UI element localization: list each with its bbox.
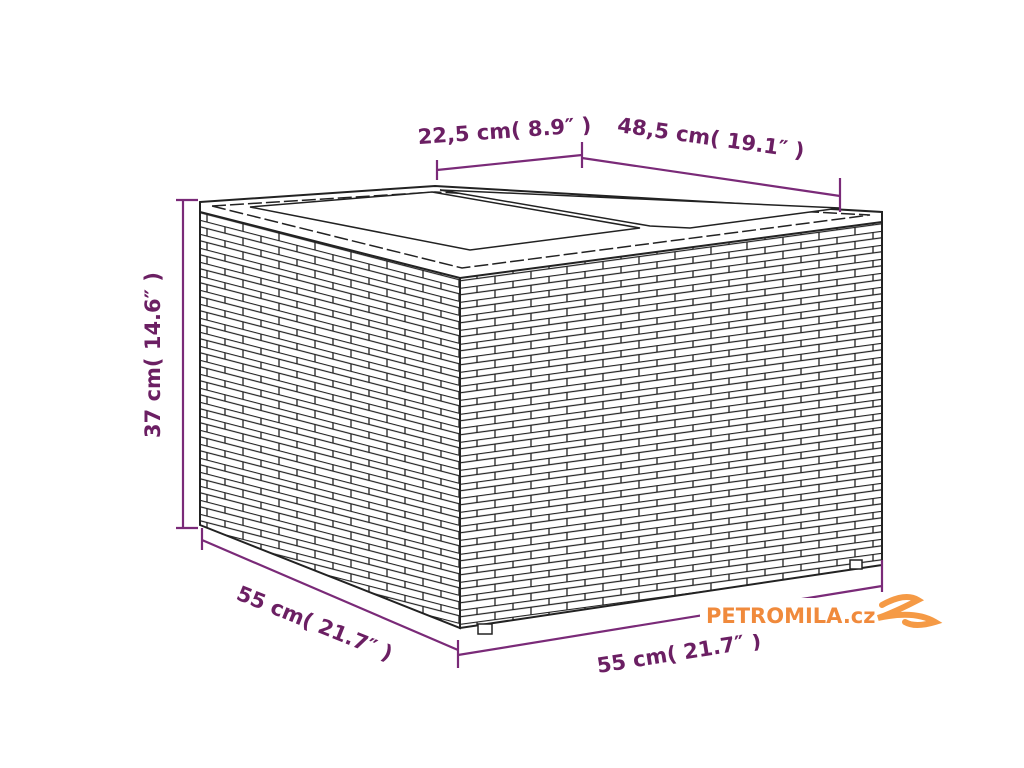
foot	[477, 623, 493, 635]
bottom-right-label: 55 cm( 21.7″ )	[595, 628, 763, 678]
top-depth-label: 48,5 cm( 19.1″ )	[616, 113, 806, 163]
foot	[849, 559, 863, 570]
glass-panel-left	[249, 191, 641, 251]
glass-panel-right	[439, 189, 841, 229]
top-width-label: 22,5 cm( 8.9″ )	[417, 113, 592, 149]
watermark-logo-icon	[877, 593, 943, 628]
wicker-box	[199, 184, 883, 635]
height-label: 37 cm( 14.6″ )	[141, 272, 165, 438]
top-face	[199, 184, 883, 280]
watermark: PETROMILA.cz	[700, 593, 943, 634]
watermark-text: PETROMILA.cz	[706, 604, 875, 628]
right-face	[460, 218, 882, 628]
dimension-lines	[176, 142, 884, 668]
